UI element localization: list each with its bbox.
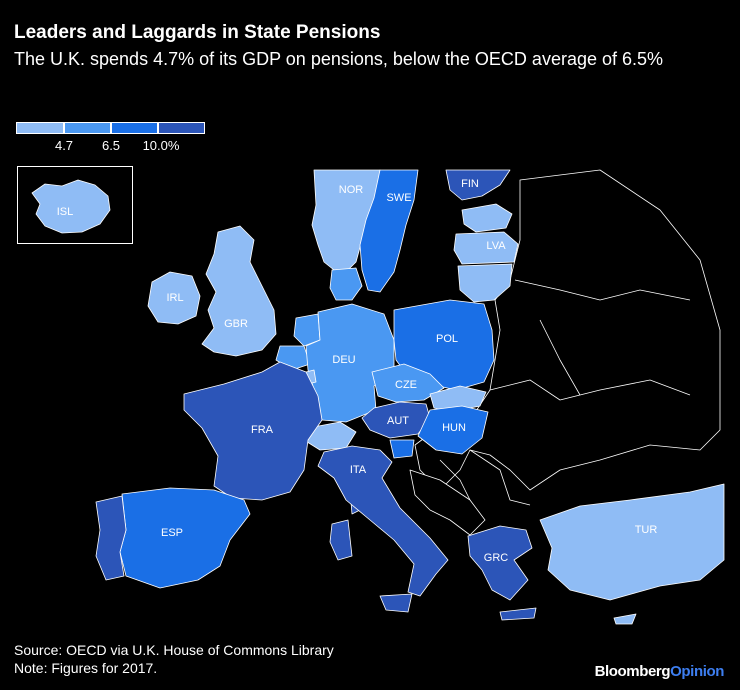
label-fin: FIN bbox=[461, 178, 479, 190]
legend-tick-high: 10.0% bbox=[142, 138, 180, 153]
label-esp: ESP bbox=[161, 527, 183, 539]
figures-note: Note: Figures for 2017. bbox=[14, 660, 158, 676]
island-crete bbox=[499, 607, 537, 621]
label-pol: POL bbox=[436, 333, 458, 345]
label-hun: HUN bbox=[442, 422, 466, 434]
island-cyprus bbox=[613, 613, 637, 625]
country-est bbox=[461, 203, 513, 233]
country-swe bbox=[359, 169, 419, 293]
country-prt bbox=[95, 495, 127, 581]
country-isl bbox=[31, 179, 111, 234]
country-pol bbox=[393, 299, 495, 391]
label-ita: ITA bbox=[350, 464, 367, 476]
country-ita bbox=[317, 445, 449, 597]
label-cze: CZE bbox=[395, 379, 417, 391]
label-deu: DEU bbox=[332, 354, 355, 366]
label-aut: AUT bbox=[387, 415, 409, 427]
label-tur: TUR bbox=[635, 524, 658, 536]
country-svk bbox=[429, 385, 487, 413]
label-swe: SWE bbox=[386, 192, 411, 204]
legend-swatch-3 bbox=[111, 122, 158, 134]
eastern-europe-region bbox=[414, 169, 721, 491]
legend-swatch-1 bbox=[16, 122, 64, 134]
legend-swatch-4 bbox=[158, 122, 205, 134]
island-sicily bbox=[379, 593, 413, 613]
island-sardinia bbox=[329, 519, 353, 561]
label-gbr: GBR bbox=[224, 318, 248, 330]
footnotes: Source: OECD via U.K. House of Commons L… bbox=[14, 641, 334, 677]
border-line-4 bbox=[469, 449, 531, 506]
country-lva bbox=[453, 231, 519, 265]
country-hun bbox=[417, 405, 489, 455]
chart-subtitle: The U.K. spends 4.7% of its GDP on pensi… bbox=[14, 49, 664, 69]
border-line-3 bbox=[539, 319, 581, 396]
country-deu bbox=[305, 303, 395, 423]
label-irl: IRL bbox=[166, 292, 183, 304]
legend-swatch-2 bbox=[64, 122, 111, 134]
border-line-1 bbox=[514, 279, 691, 301]
country-dnk bbox=[329, 267, 363, 301]
source-note: Source: OECD via U.K. House of Commons L… bbox=[14, 642, 334, 658]
legend-tick-mid: 6.5 bbox=[101, 138, 121, 153]
label-grc: GRC bbox=[484, 552, 509, 564]
country-fra bbox=[183, 361, 323, 501]
country-irl bbox=[147, 271, 201, 325]
label-fra: FRA bbox=[251, 424, 274, 436]
country-ltu bbox=[457, 263, 513, 303]
legend-tick-low: 4.7 bbox=[54, 138, 74, 153]
country-aut bbox=[361, 401, 431, 439]
brand-name: Bloomberg bbox=[594, 663, 671, 680]
iceland-inset-frame bbox=[17, 166, 133, 244]
country-svn bbox=[389, 439, 415, 459]
country-gbr bbox=[201, 225, 277, 357]
label-lva: LVA bbox=[486, 240, 506, 252]
label-nor: NOR bbox=[339, 184, 364, 196]
country-tur bbox=[539, 483, 725, 601]
label-isl: ISL bbox=[57, 206, 74, 218]
country-fin bbox=[445, 169, 511, 201]
country-nld bbox=[293, 313, 321, 347]
country-esp bbox=[119, 487, 251, 589]
chart-title: Leaders and Laggards in State Pensions bbox=[14, 22, 381, 43]
country-grc bbox=[467, 525, 533, 601]
bloomberg-opinion-logo: BloombergOpinion bbox=[594, 663, 725, 680]
brand-suffix: Opinion bbox=[670, 663, 724, 680]
